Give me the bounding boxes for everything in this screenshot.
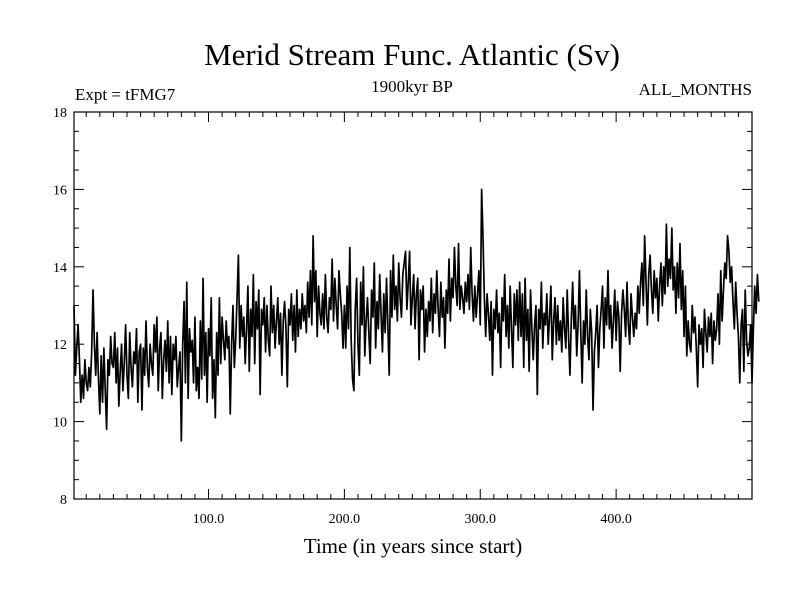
axis-tick-labels: 100.0 200.0 300.0 400.0 8 10 12 14 16 18 — [53, 106, 632, 527]
y-tick-label: 10 — [53, 416, 67, 431]
x-tick-label: 200.0 — [329, 512, 361, 527]
x-tick-label: 100.0 — [193, 512, 225, 527]
plot-frame — [73, 111, 753, 500]
experiment-label: Expt = tFMG7 — [75, 85, 176, 104]
x-axis-label: Time (in years since start) — [304, 534, 523, 558]
y-tick-label: 12 — [53, 338, 67, 353]
series-line — [73, 188, 760, 442]
y-tick-label: 18 — [53, 106, 67, 121]
period-label: 1900kyr BP — [371, 77, 453, 96]
y-tick-label: 14 — [53, 261, 67, 276]
x-tick-label: 400.0 — [600, 512, 632, 527]
x-tick-label: 300.0 — [465, 512, 497, 527]
chart-title: Merid Stream Func. Atlantic (Sv) — [204, 37, 620, 72]
y-tick-label: 8 — [60, 493, 67, 508]
months-label: ALL_MONTHS — [639, 80, 752, 99]
y-tick-label: 16 — [53, 183, 67, 198]
